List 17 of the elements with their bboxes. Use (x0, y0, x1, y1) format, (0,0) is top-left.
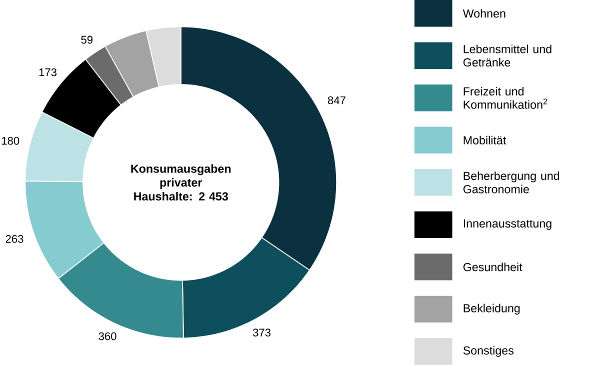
legend-label: Sonstiges (463, 346, 514, 357)
legend-label: Bekleidung (464, 304, 520, 315)
data-label: 360 (98, 332, 116, 340)
legend-label: Gesundheit (463, 262, 522, 272)
text: Konsumausgaben privater Haushalte: 2 453 (131, 164, 231, 201)
legend-label: Lebensmittel und Getränke (463, 44, 552, 67)
legend-label: Freizeit und Kommunikation$^{2}$ (464, 87, 548, 109)
legend-label: Beherbergung und Gastronomie (463, 172, 560, 194)
data-label: 180 (2, 136, 20, 145)
data-label: 173 (39, 68, 57, 76)
data-label: 263 (6, 235, 24, 243)
data-label: 373 (252, 328, 271, 337)
legend-label: Mobilität (464, 136, 506, 145)
legend-label: Innenausstattung (464, 220, 552, 230)
data-label: 847 (328, 96, 346, 104)
legend-label: Wohnen (462, 9, 506, 18)
data-label: 59 (81, 36, 93, 44)
